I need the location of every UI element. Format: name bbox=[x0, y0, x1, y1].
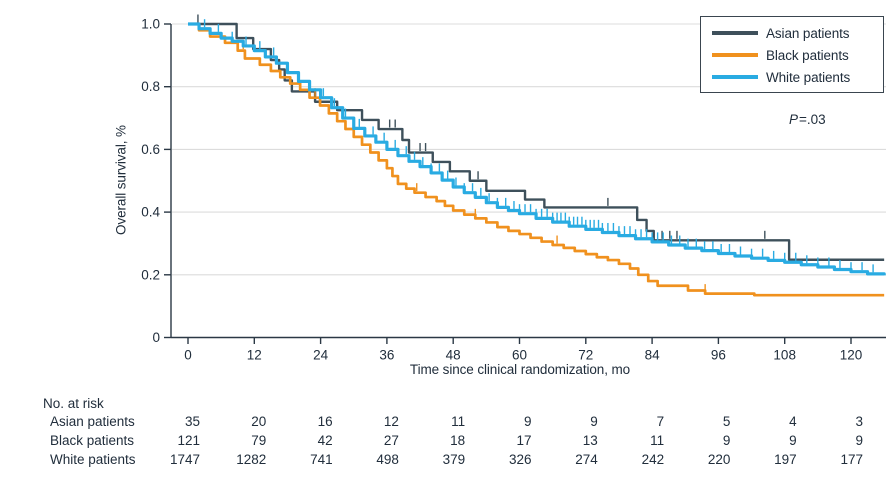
risk-count: 12 bbox=[383, 414, 399, 429]
x-axis-title: Time since clinical randomization, mo bbox=[409, 362, 631, 377]
y-tick-label: 0.6 bbox=[141, 142, 160, 157]
x-tick-label: 120 bbox=[840, 348, 863, 363]
risk-count: 42 bbox=[317, 433, 333, 448]
risk-count: 11 bbox=[650, 433, 665, 448]
risk-count: 27 bbox=[383, 433, 399, 448]
x-tick-label: 72 bbox=[578, 348, 593, 363]
risk-count: 274 bbox=[575, 452, 598, 467]
risk-count: 326 bbox=[508, 452, 532, 467]
legend-label: Black patients bbox=[766, 47, 849, 63]
risk-count: 13 bbox=[582, 433, 598, 448]
risk-count: 20 bbox=[251, 414, 267, 429]
x-tick-label: 24 bbox=[313, 348, 329, 363]
risk-count: 16 bbox=[317, 414, 333, 429]
risk-count: 242 bbox=[641, 452, 665, 467]
x-tick-label: 108 bbox=[773, 348, 796, 363]
x-tick-label: 96 bbox=[711, 348, 726, 363]
risk-count: 121 bbox=[177, 433, 200, 448]
x-tick-label: 84 bbox=[645, 348, 661, 363]
legend-line-swatch bbox=[712, 31, 758, 35]
risk-count: 9 bbox=[789, 433, 797, 448]
risk-count: 1282 bbox=[236, 452, 267, 467]
risk-count: 35 bbox=[184, 414, 200, 429]
legend-label: White patients bbox=[766, 69, 851, 85]
x-tick-label: 60 bbox=[512, 348, 527, 363]
y-tick-label: 0.2 bbox=[141, 267, 160, 282]
p-value-text: =.03 bbox=[799, 112, 826, 127]
risk-count: 79 bbox=[251, 433, 267, 448]
risk-count: 498 bbox=[376, 452, 399, 467]
p-value-annotation: P=.03 bbox=[789, 112, 826, 127]
risk-count: 197 bbox=[774, 452, 797, 467]
risk-count: 9 bbox=[523, 414, 532, 429]
legend-label: Asian patients bbox=[766, 25, 850, 41]
legend-line-swatch bbox=[712, 53, 758, 57]
risk-count: 7 bbox=[656, 414, 665, 429]
x-tick-label: 12 bbox=[247, 348, 262, 363]
risk-count: 17 bbox=[516, 433, 532, 448]
x-tick-label: 0 bbox=[184, 348, 192, 363]
risk-row-label: White patients bbox=[50, 452, 136, 467]
risk-count: 220 bbox=[707, 452, 731, 467]
p-value-symbol: P bbox=[789, 112, 799, 127]
legend-item: Asian patients bbox=[701, 22, 883, 44]
y-tick-label: 1.0 bbox=[141, 17, 160, 32]
risk-count: 3 bbox=[855, 414, 863, 429]
legend-line-swatch bbox=[712, 75, 758, 79]
chart-legend: Asian patients Black patients White patien… bbox=[700, 16, 884, 93]
x-tick-label: 36 bbox=[379, 348, 394, 363]
risk-row-label: Black patients bbox=[50, 433, 135, 448]
risk-count: 9 bbox=[590, 414, 598, 429]
y-tick-label: 0 bbox=[152, 330, 160, 345]
risk-row-label: Asian patients bbox=[50, 414, 135, 429]
risk-count: 9 bbox=[855, 433, 863, 448]
risk-count: 4 bbox=[789, 414, 797, 429]
legend-item: Black patients bbox=[701, 44, 883, 66]
x-tick-label: 48 bbox=[446, 348, 461, 363]
risk-count: 18 bbox=[450, 433, 466, 448]
risk-count: 5 bbox=[722, 414, 731, 429]
risk-count: 741 bbox=[310, 452, 333, 467]
risk-count: 9 bbox=[722, 433, 731, 448]
survival-curve-black-patients bbox=[188, 22, 885, 297]
risk-count: 177 bbox=[840, 452, 863, 467]
y-tick-label: 0.4 bbox=[141, 205, 160, 220]
y-tick-label: 0.8 bbox=[141, 79, 160, 94]
risk-count: 1747 bbox=[169, 452, 200, 467]
risk-count: 379 bbox=[442, 452, 466, 467]
risk-table-title: No. at risk bbox=[43, 396, 104, 411]
legend-item: White patients bbox=[701, 66, 883, 88]
risk-count: 11 bbox=[451, 414, 466, 429]
y-axis-title: Overall survival, % bbox=[113, 125, 129, 235]
